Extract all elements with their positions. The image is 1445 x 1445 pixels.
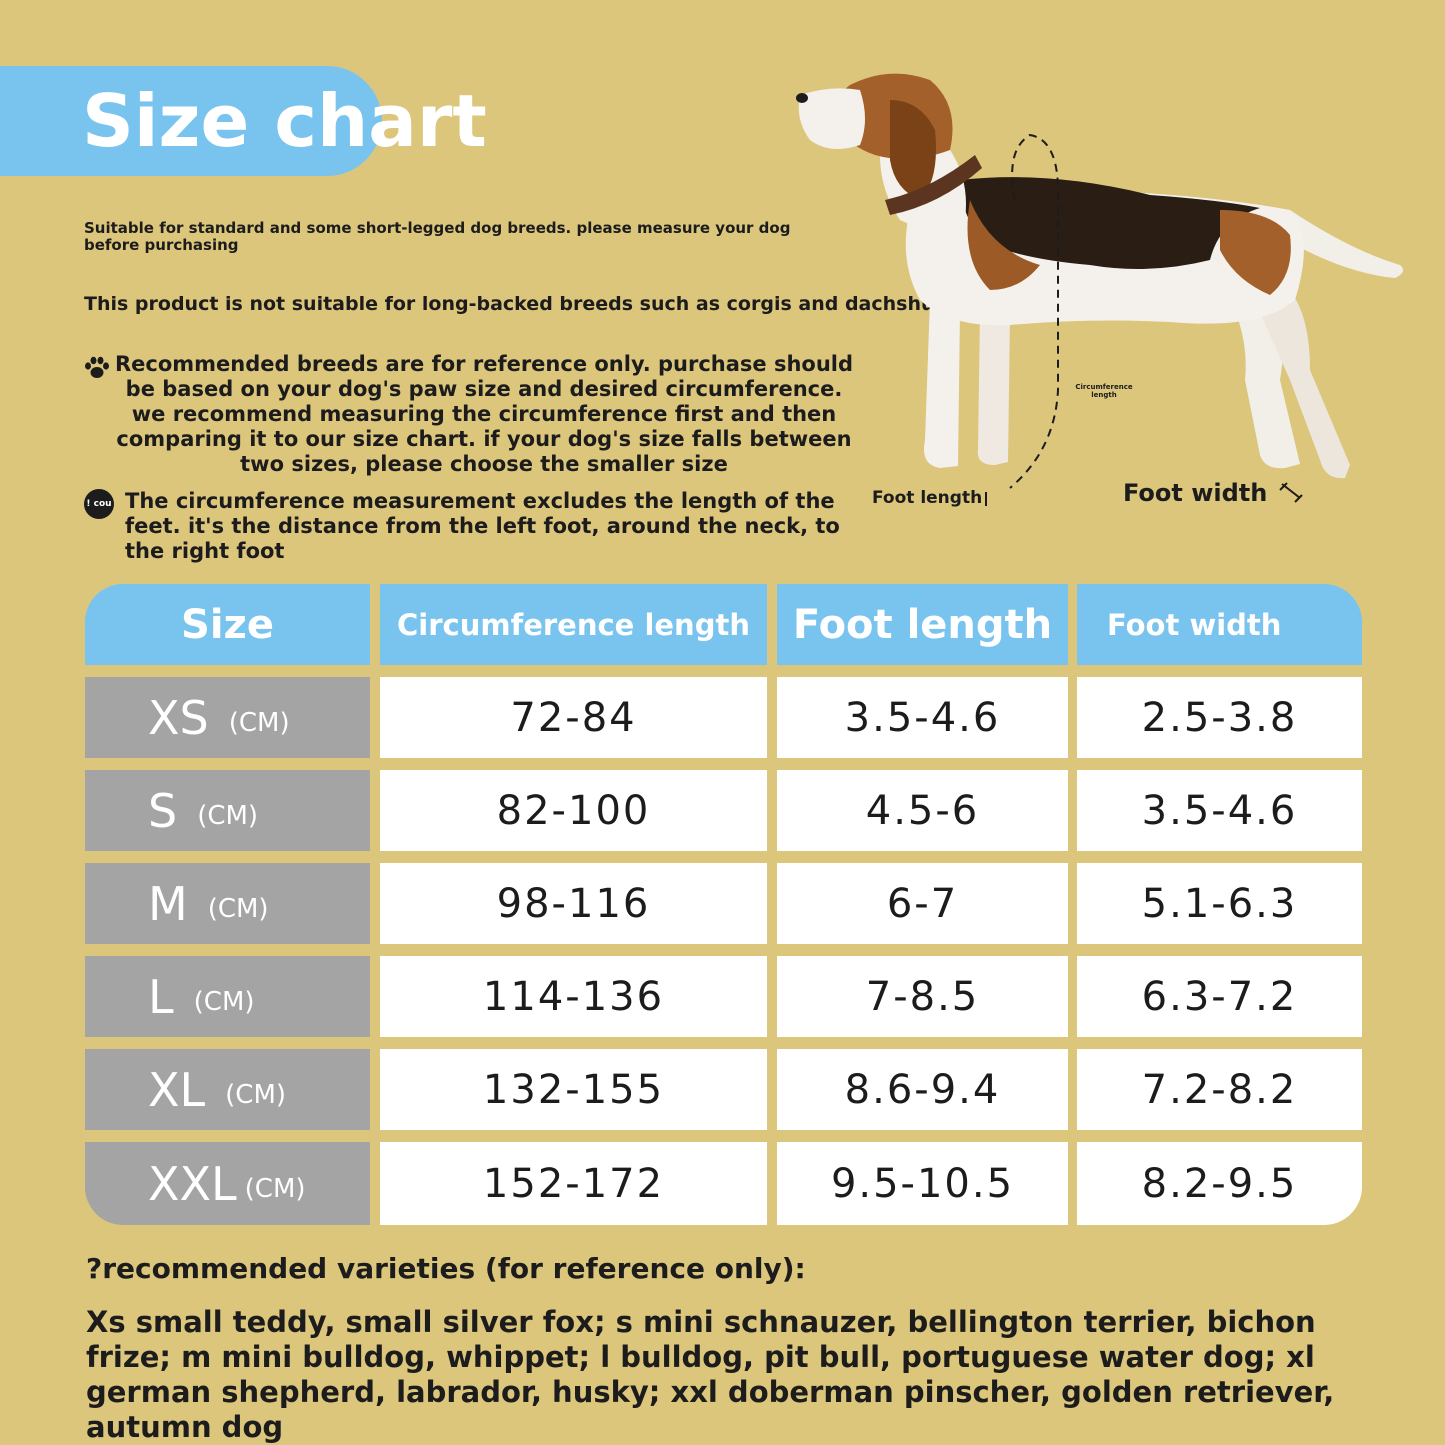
size-table: Size Circumference length Foot length Fo… — [85, 584, 1362, 1225]
header-size: Size — [85, 584, 370, 665]
header-foot-length: Foot length — [777, 584, 1068, 665]
size-unit: (CM) — [225, 1079, 287, 1110]
size-cell-s: S (CM) — [85, 770, 370, 851]
size-unit: (CM) — [228, 707, 290, 738]
foot-width-value: 6.3-7.2 — [1077, 956, 1362, 1037]
dog-illustration — [796, 73, 1404, 506]
header-circumference: Circumference length — [380, 584, 767, 665]
size-unit: (CM) — [207, 893, 269, 924]
size-label: XXL — [148, 1156, 237, 1211]
header-foot-width: Foot width — [1077, 584, 1362, 665]
recommendations-body: Xs small teddy, small silver fox; s mini… — [86, 1305, 1335, 1444]
circumference-value: 98-116 — [380, 863, 767, 944]
foot-width-value: 3.5-4.6 — [1077, 770, 1362, 851]
size-cell-xl: XL (CM) — [85, 1049, 370, 1130]
foot-width-label: Foot width — [1123, 479, 1268, 507]
circumference-value: 82-100 — [380, 770, 767, 851]
not-suitable-note: This product is not suitable for long-ba… — [84, 293, 973, 315]
size-label: M — [148, 876, 188, 931]
circumference-value: 152-172 — [380, 1142, 767, 1225]
foot-length-value: 6-7 — [777, 863, 1068, 944]
foot-length-value: 9.5-10.5 — [777, 1142, 1068, 1225]
size-cell-xxl: XXL (CM) — [85, 1142, 370, 1225]
size-unit: (CM) — [197, 800, 259, 831]
foot-width-value: 7.2-8.2 — [1077, 1049, 1362, 1130]
info-icon: ! cou — [84, 489, 114, 519]
size-cell-m: M (CM) — [85, 863, 370, 944]
foot-length-label: Foot length — [872, 488, 983, 508]
foot-length-value: 3.5-4.6 — [777, 677, 1068, 758]
foot-length-value: 8.6-9.4 — [777, 1049, 1068, 1130]
size-label: XS — [148, 690, 209, 745]
size-cell-l: L (CM) — [85, 956, 370, 1037]
foot-length-value: 4.5-6 — [777, 770, 1068, 851]
page-title: Size chart — [82, 79, 487, 163]
measurement-note: The circumference measurement excludes t… — [125, 489, 840, 563]
title-banner — [0, 66, 382, 176]
circumference-value: 114-136 — [380, 956, 767, 1037]
circumference-label: Circumference length — [1075, 383, 1133, 399]
foot-length-value: 7-8.5 — [777, 956, 1068, 1037]
breeds-reference-note: Recommended breeds are for reference onl… — [114, 352, 854, 476]
size-unit: (CM) — [193, 986, 255, 1017]
foot-width-value: 8.2-9.5 — [1077, 1142, 1362, 1225]
foot-width-value: 2.5-3.8 — [1077, 677, 1362, 758]
recommendations-heading: ?recommended varieties (for reference on… — [86, 1252, 806, 1285]
suitability-note: Suitable for standard and some short-leg… — [84, 219, 791, 254]
size-label: L — [148, 969, 174, 1024]
size-label: XL — [148, 1062, 206, 1117]
size-cell-xs: XS (CM) — [85, 677, 370, 758]
size-label: S — [148, 783, 178, 838]
size-unit: (CM) — [244, 1173, 306, 1204]
foot-width-value: 5.1-6.3 — [1077, 863, 1362, 944]
circumference-value: 72-84 — [380, 677, 767, 758]
paw-icon — [85, 356, 109, 378]
circumference-value: 132-155 — [380, 1049, 767, 1130]
